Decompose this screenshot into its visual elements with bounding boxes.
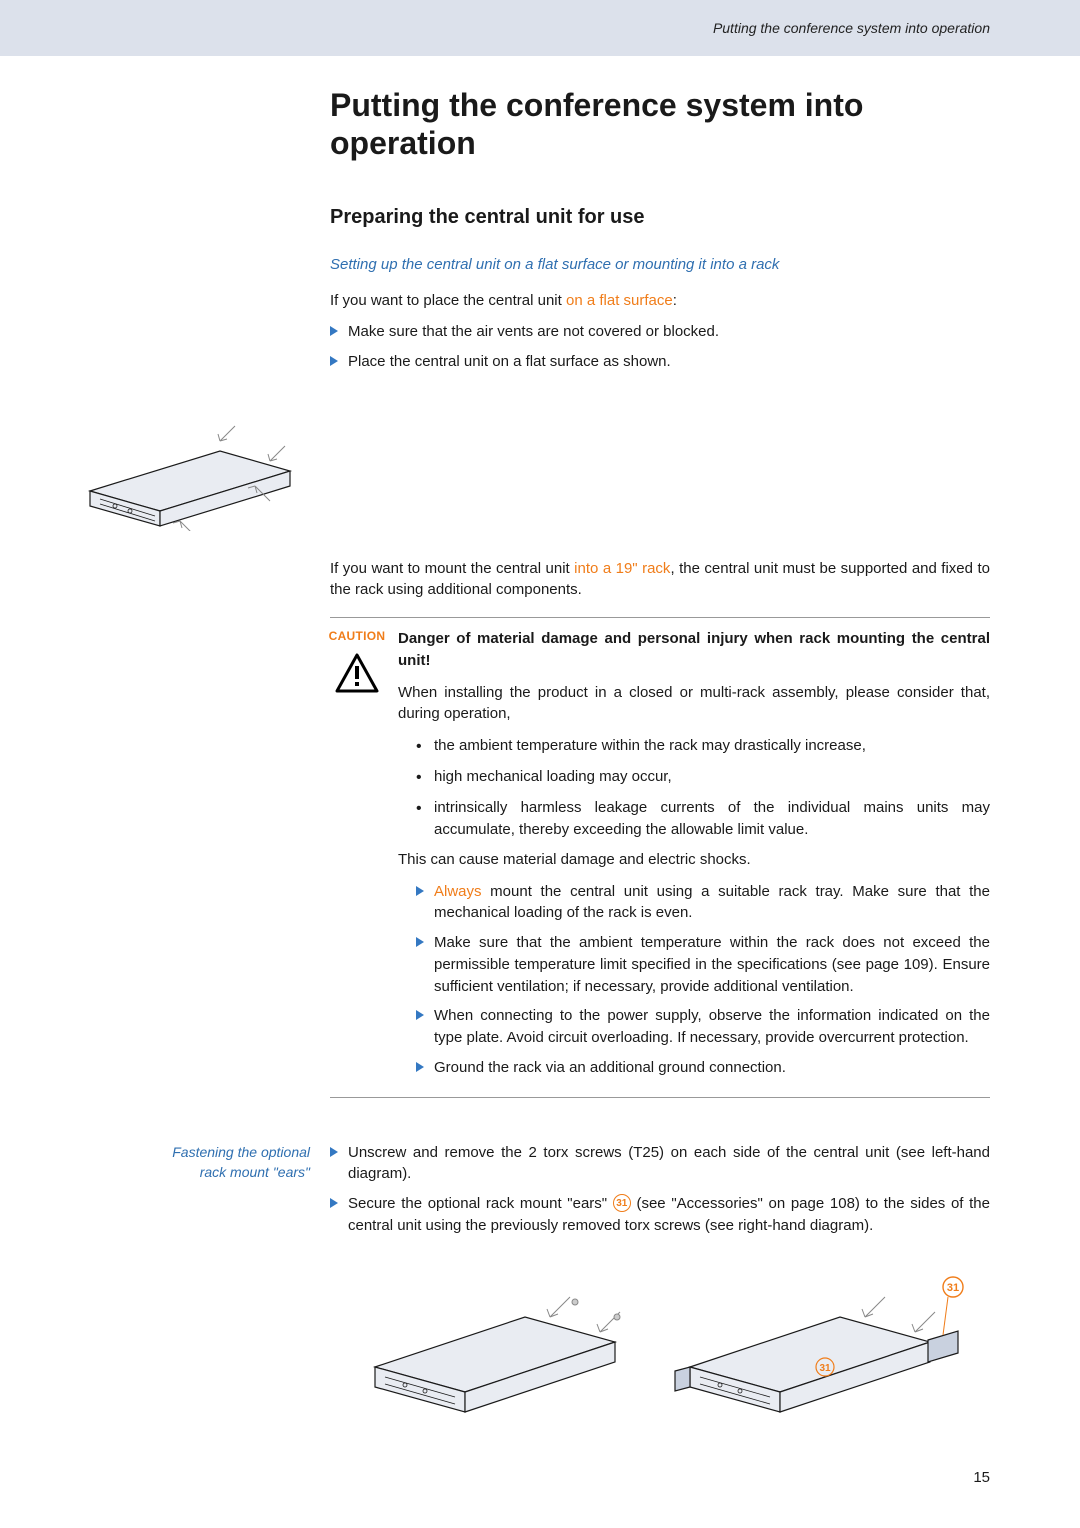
- caution-box: CAUTION Danger of material damage and pe…: [330, 617, 990, 1098]
- dot-icon: [416, 766, 434, 789]
- page-number: 15: [0, 1467, 1080, 1509]
- rack-intro: If you want to mount the central unit in…: [330, 558, 990, 602]
- sub-heading: Setting up the central unit on a flat su…: [330, 254, 990, 276]
- callout-number: 31: [947, 1282, 959, 1294]
- caution-step: Make sure that the ambient temperature w…: [416, 932, 990, 997]
- figure-attach-ears: 31 31: [665, 1257, 965, 1437]
- triangle-bullet-icon: [416, 1062, 424, 1072]
- running-header: Putting the conference system into opera…: [0, 0, 1080, 56]
- caution-bullet: intrinsically harmless leakage currents …: [416, 797, 990, 841]
- triangle-bullet-icon: [330, 326, 338, 336]
- figure-row: 31 31: [330, 1257, 990, 1437]
- caution-label: CAUTION: [329, 628, 386, 645]
- caution-step: When connecting to the power supply, obs…: [416, 1005, 990, 1049]
- step-item: Unscrew and remove the 2 torx screws (T2…: [330, 1142, 990, 1186]
- margin-note: Fastening the optional rack mount "ears": [70, 1142, 310, 1183]
- triangle-bullet-icon: [416, 1010, 424, 1020]
- callout-number: 31: [819, 1363, 831, 1374]
- caution-p1: When installing the product in a closed …: [398, 682, 990, 726]
- caution-step: Always mount the central unit using a su…: [416, 881, 990, 925]
- caution-bullet: high mechanical loading may occur,: [416, 766, 990, 789]
- step-item: Place the central unit on a flat surface…: [330, 351, 990, 373]
- triangle-bullet-icon: [330, 1198, 338, 1208]
- triangle-bullet-icon: [330, 356, 338, 366]
- warning-icon: [335, 653, 379, 693]
- triangle-bullet-icon: [416, 937, 424, 947]
- callout-number: 31: [613, 1194, 631, 1212]
- dot-icon: [416, 797, 434, 841]
- caution-title: Danger of material damage and personal i…: [398, 628, 990, 672]
- triangle-bullet-icon: [330, 1147, 338, 1157]
- caution-step: Ground the rack via an additional ground…: [416, 1057, 990, 1079]
- caution-p2: This can cause material damage and elect…: [398, 849, 990, 871]
- section-heading: Preparing the central unit for use: [330, 203, 990, 232]
- triangle-bullet-icon: [416, 886, 424, 896]
- running-title: Putting the conference system into opera…: [713, 18, 990, 38]
- step-item: Make sure that the air vents are not cov…: [330, 321, 990, 343]
- step-item: Secure the optional rack mount "ears" 31…: [330, 1193, 990, 1237]
- intro-line: If you want to place the central unit on…: [330, 290, 990, 312]
- caution-bullet: the ambient temperature within the rack …: [416, 735, 990, 758]
- figure-remove-screws: [355, 1257, 635, 1437]
- page-title: Putting the conference system into opera…: [330, 86, 990, 163]
- figure-central-unit-flat: [70, 401, 1080, 538]
- dot-icon: [416, 735, 434, 758]
